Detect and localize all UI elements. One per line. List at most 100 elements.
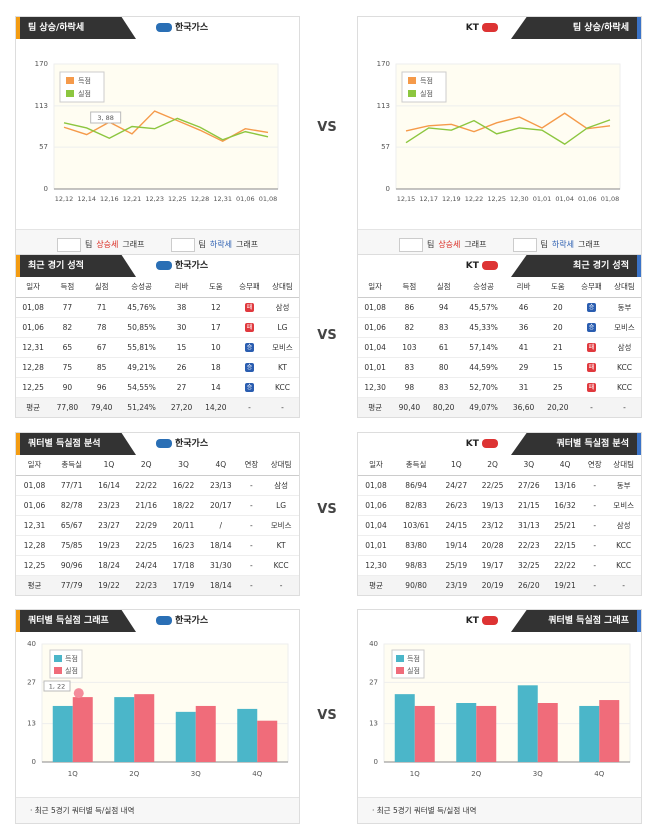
legend-swatch-allowed	[396, 667, 404, 674]
table-cell: 패	[574, 377, 608, 398]
table-cell: 26/20	[510, 575, 547, 595]
col-header: 총득실	[53, 455, 91, 476]
kt-logo-icon	[482, 261, 498, 270]
table-cell: 01,06	[358, 317, 393, 338]
col-header: 승무패	[232, 277, 266, 298]
table-cell: 10	[198, 337, 233, 358]
x-tick-label: 01,08	[601, 195, 620, 203]
table-row: 평균 77/79 19/22 22/23 17/19 18/14- -	[16, 575, 299, 595]
col-header: 득점	[392, 277, 427, 298]
table-cell: 01,04	[358, 515, 394, 536]
x-tick-label: 4Q	[252, 770, 262, 778]
table-cell: -	[239, 535, 264, 556]
table-cell: 77	[50, 297, 85, 318]
legend-label-allowed: 실점	[65, 666, 78, 675]
table-cell: 77/71	[53, 475, 91, 496]
table-cell: 25	[540, 377, 575, 398]
table-cell: 45,33%	[460, 317, 507, 338]
table-cell: 12,28	[16, 357, 51, 378]
y-tick-label: 0	[386, 185, 390, 193]
x-tick-label: 12,25	[168, 195, 187, 203]
table-cell: KT	[263, 535, 299, 556]
table-cell: 57,14%	[460, 337, 507, 358]
bar-allowed	[257, 720, 278, 762]
table-row: 01,06 82 78 50,85% 30 17 패 LG	[16, 317, 299, 338]
recent-title-left: 최근 경기 성적	[16, 255, 136, 277]
table-cell: 18	[198, 357, 233, 378]
table-cell: -	[265, 397, 299, 417]
table-cell: 65/67	[53, 515, 91, 536]
table-cell: 16/22	[164, 475, 203, 496]
table-cell: -	[583, 515, 607, 536]
col-header: 실점	[84, 277, 119, 298]
table-cell: 78	[84, 317, 119, 338]
quarter-title-left: 쿼터별 득실점 분석	[16, 433, 136, 455]
right-qgraph-panel: 쿼터별 득실점 그래프 KT 0 13 27 40 1Q 2Q 3Q 4Q 득점 실점 · 최근 …	[357, 609, 642, 824]
table-cell: 23/12	[474, 515, 511, 536]
table-row: 01,08 86/94 24/27 22/25 27/26 13/16- 동부	[358, 475, 641, 496]
table-cell: 82	[392, 317, 427, 338]
vs-label-2: VS	[317, 328, 337, 343]
legend-swatch-scored	[396, 655, 404, 662]
table-cell: -	[263, 575, 299, 595]
x-tick-label: 3Q	[191, 770, 201, 778]
table-row: 12,31 65 67 55,81% 15 10 승 모비스	[16, 337, 299, 358]
table-cell: 52,70%	[460, 377, 507, 398]
table-cell: 20	[540, 317, 575, 338]
col-header: 일자	[16, 455, 54, 476]
table-cell: 103/61	[394, 515, 439, 536]
table-cell: -	[239, 575, 264, 595]
table-cell: 01,06	[358, 495, 394, 516]
table-cell: 동부	[606, 475, 641, 496]
col-header: 득점	[50, 277, 85, 298]
table-cell: /	[202, 515, 240, 536]
col-header: 4Q	[202, 455, 240, 476]
vs-label-3: VS	[317, 502, 337, 517]
table-cell: 80,20	[426, 397, 461, 417]
table-cell: 32/25	[510, 555, 547, 576]
x-tick-label: 01,04	[555, 195, 574, 203]
bar-allowed	[537, 703, 558, 762]
vs-label-4: VS	[317, 708, 337, 723]
table-cell: 25/19	[438, 555, 475, 576]
table-cell: 17/19	[164, 575, 203, 595]
table-cell: 94	[426, 297, 461, 318]
table-cell: 패	[574, 337, 608, 358]
y-tick-label: 113	[35, 102, 48, 110]
table-cell: 83	[426, 377, 461, 398]
x-tick-label: 12,28	[191, 195, 210, 203]
recent-title-right: 최근 경기 성적	[511, 255, 641, 277]
table-cell: 01,08	[16, 297, 51, 318]
table-row: 01,08 77 71 45,76% 38 12 패 삼성	[16, 297, 299, 318]
table-cell: 54,55%	[118, 377, 165, 398]
table-row: 12,25 90 96 54,55% 27 14 승 KCC	[16, 377, 299, 398]
table-cell: -	[232, 397, 266, 417]
x-tick-label: 12,22	[465, 195, 484, 203]
down-graph-legend: 팀 하락세 그래프	[170, 237, 258, 252]
bar-allowed	[72, 697, 93, 762]
qgraph-title-right: 쿼터별 득실점 그래프	[511, 610, 641, 632]
y-tick-label: 0	[32, 758, 36, 766]
col-header: 일자	[358, 277, 393, 298]
legend-swatch-allowed	[54, 667, 62, 674]
table-cell: 승	[232, 357, 266, 378]
table-cell: 16/23	[164, 535, 203, 556]
table-cell: 12,31	[16, 337, 51, 358]
hover-marker	[73, 688, 84, 699]
y-tick-label: 27	[27, 678, 36, 686]
x-tick-label: 2Q	[129, 770, 139, 778]
table-cell: 01,06	[16, 495, 54, 516]
table-cell: 31/30	[202, 555, 240, 576]
bar-scored	[52, 705, 73, 762]
table-cell: 승	[232, 377, 266, 398]
table-cell: 80	[426, 357, 461, 378]
legend-label-allowed: 실점	[407, 666, 420, 675]
col-header: 3Q	[510, 455, 547, 476]
table-cell: 13/16	[546, 475, 584, 496]
table-cell: 22/29	[127, 515, 165, 536]
gas-logo-icon	[156, 23, 172, 32]
tooltip-text: 1, 22	[49, 683, 66, 691]
up-graph-icon	[398, 237, 423, 252]
table-row: 12,31 65/67 23/27 22/29 20/11/- 모비스	[16, 515, 299, 536]
table-cell: 21	[540, 337, 575, 358]
